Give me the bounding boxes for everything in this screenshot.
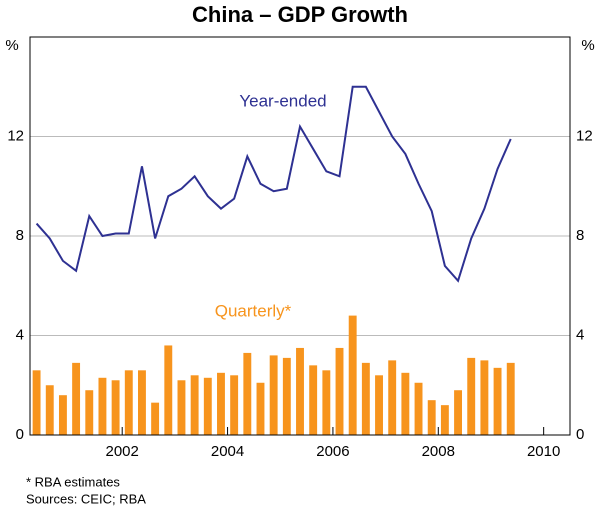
bar [256, 382, 265, 435]
footnote: Sources: CEIC; RBA [26, 491, 146, 506]
y-tick-label: 12 [7, 127, 24, 144]
y-tick-label: 0 [16, 426, 24, 443]
bar [388, 360, 397, 435]
bar [375, 375, 383, 435]
bar [190, 375, 199, 435]
x-tick-label: 2006 [316, 443, 349, 460]
bar [151, 402, 160, 435]
y2-tick-label: 0 [576, 426, 584, 443]
x-tick-label: 2004 [211, 443, 244, 460]
bar [427, 400, 436, 435]
y2-axis-label: % [581, 37, 594, 54]
line [35, 85, 512, 283]
bar [414, 382, 423, 435]
bar [203, 377, 212, 435]
bar [401, 372, 410, 435]
bar [111, 380, 120, 435]
bar [480, 360, 489, 435]
bar [506, 362, 515, 435]
y2-tick-label: 4 [576, 326, 584, 343]
footnote: * RBA estimates [26, 474, 120, 489]
bar [296, 347, 304, 435]
bar [440, 405, 449, 435]
y-tick-label: 4 [16, 326, 24, 343]
x-tick-label: 2008 [422, 443, 455, 460]
bar [124, 370, 133, 435]
bar [322, 370, 331, 435]
bar [309, 365, 318, 435]
y-tick-label: 8 [16, 227, 24, 244]
bar [164, 345, 173, 435]
bar [335, 347, 344, 435]
y-axis-label: % [5, 37, 18, 54]
bar [361, 362, 370, 435]
bar [32, 370, 41, 435]
bar [348, 315, 357, 435]
y2-tick-label: 8 [576, 227, 584, 244]
bar [282, 357, 291, 435]
bar [177, 380, 186, 435]
bar [269, 355, 278, 435]
bar [230, 375, 239, 435]
bar [493, 367, 502, 435]
bar [45, 385, 54, 435]
bar [85, 390, 94, 435]
bar [98, 377, 107, 435]
plot-frame [29, 36, 571, 436]
series-label: Year-ended [239, 91, 326, 110]
bar [217, 372, 225, 435]
bar [138, 370, 146, 435]
bar [58, 395, 67, 435]
y2-tick-label: 12 [576, 127, 593, 144]
bar [454, 390, 462, 435]
x-tick-label: 2002 [106, 443, 139, 460]
chart-title: China – GDP Growth [192, 2, 408, 27]
series-label: Quarterly* [215, 301, 292, 320]
bar [243, 352, 252, 435]
x-tick-label: 2010 [527, 443, 560, 460]
bar [72, 362, 81, 435]
bar [467, 357, 476, 435]
